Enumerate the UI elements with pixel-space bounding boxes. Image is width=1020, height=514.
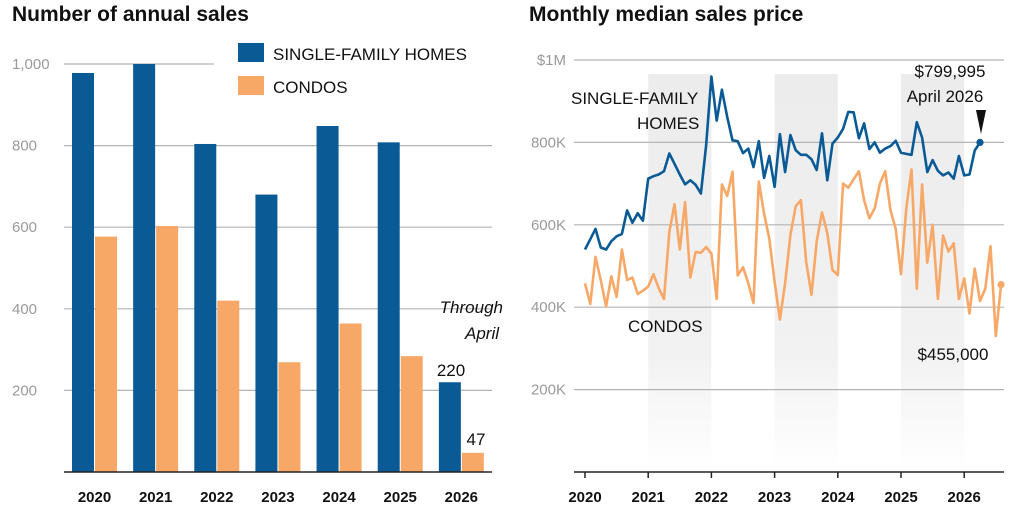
price-x-tick-label: 2021 [632,489,665,506]
bar-2020-condos [95,236,117,472]
price-y-tick-label: 200K [531,382,566,399]
shaded-year-2021 [648,74,712,472]
annual-sales-bars [72,64,484,473]
price-x-tick-label: 2020 [568,489,601,506]
price-y-tick-label: 400K [531,299,566,316]
bar-2022-single-family [194,143,217,472]
price-x-tick-label: 2023 [758,489,791,506]
legend-condos-swatch [238,76,264,95]
bar-2024-condos [339,323,362,472]
annual-x-tick-label: 2020 [78,489,111,506]
bar-2023-condos [278,362,301,472]
annual-sales-chart: Number of annual sales 200 400 600 800 1,000… [12,3,503,506]
bar-label-2026-single-family: 220 [437,361,465,380]
bar-label-2026-condos: 47 [467,430,486,449]
annual-x-tick-label: 2025 [384,489,417,506]
price-y-tick-label: $1M [537,52,566,69]
bar-2023-single-family [255,194,278,472]
annual-x-tick-label: 2024 [322,489,356,506]
condos-line-label: CONDOS [628,317,703,336]
pointer-arrow-icon [976,110,986,134]
annual-x-tick-label: 2023 [261,489,294,506]
single-family-line-label-1: SINGLE-FAMILY [571,89,698,108]
annual-sales-y-ticks: 200 400 600 800 1,000 [12,56,50,399]
bar-2026-single-family [438,382,461,472]
bar-2021-single-family [133,64,156,472]
price-y-tick-label: 800K [531,134,566,151]
annual-y-tick-label: 600 [12,219,37,236]
bar-2024-single-family [316,126,339,473]
annual-y-tick-label: 800 [12,138,37,155]
single-family-line-label-2: HOMES [637,114,699,133]
annual-sales-x-ticks: 2020 2021 2022 2023 2024 2025 2026 [78,489,478,506]
bar-2022-condos [217,300,240,472]
median-price-lines [583,75,1005,338]
price-x-tick-label: 2026 [948,489,981,506]
price-y-tick-label: 600K [531,217,566,234]
annual-y-tick-label: 200 [12,382,37,399]
last-condo-price: $455,000 [918,345,989,364]
price-x-tick-label: 2025 [884,489,917,506]
bar-2025-condos [400,356,423,472]
annual-sales-title: Number of annual sales [12,3,249,26]
shaded-year-2025 [901,74,965,472]
condos-price-line [583,168,1003,338]
annual-y-tick-label: 400 [12,301,37,318]
single-family-price-line [583,75,982,251]
annual-sales-gridlines [64,63,492,391]
single-family-last-point [976,138,984,147]
legend-condos-label: CONDOS [273,78,348,97]
legend-single-family-swatch [238,43,264,62]
annual-x-tick-label: 2026 [445,489,478,506]
shaded-year-2023 [774,74,838,472]
through-april-line1: Through [440,298,503,317]
bar-2020-single-family [72,72,94,472]
median-price-chart: Monthly median sales price 200K 400K 600K 8… [529,3,1005,506]
bar-2026-condos [461,452,484,472]
bar-2025-single-family [377,142,400,472]
price-x-tick-label: 2022 [695,489,728,506]
annual-sales-legend: SINGLE-FAMILY HOMES CONDOS [238,43,467,97]
median-price-x-ticks: 2020 2021 2022 2023 2024 2025 2026 [568,472,981,506]
condos-last-point [997,280,1005,289]
annual-x-tick-label: 2022 [200,489,233,506]
median-price-title: Monthly median sales price [529,3,803,26]
price-x-tick-label: 2024 [821,489,855,506]
through-april-line2: April [464,324,500,343]
last-single-family-date: April 2026 [907,87,984,106]
last-single-family-price: $799,995 [915,62,986,81]
median-price-y-ticks: 200K 400K 600K 800K $1M [531,52,566,399]
legend-single-family-label: SINGLE-FAMILY HOMES [273,45,467,64]
median-price-year-shading [648,74,965,472]
annual-x-tick-label: 2021 [139,489,172,506]
annual-y-tick-label: 1,000 [12,56,50,73]
bar-2021-condos [156,225,179,472]
